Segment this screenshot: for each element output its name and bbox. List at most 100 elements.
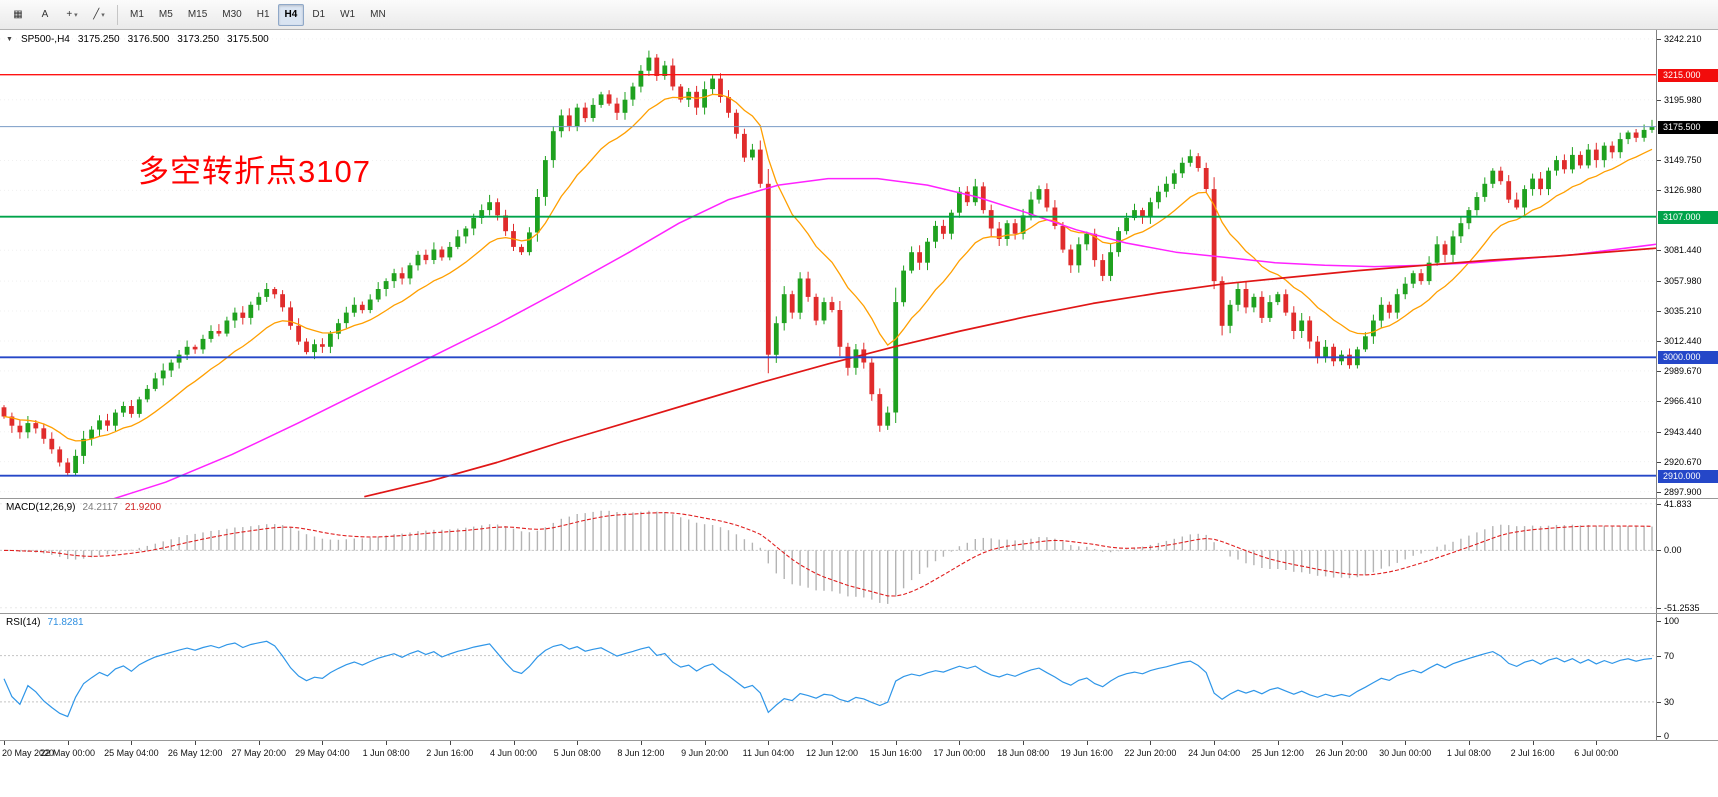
trendline-tool-icon[interactable]: ╱ ▾ — [93, 9, 105, 20]
time-label: 30 Jun 00:00 — [1379, 748, 1432, 758]
scale-tick — [1657, 39, 1661, 40]
chart-window-icon[interactable]: ▦ — [13, 9, 23, 20]
time-tick — [768, 741, 770, 745]
time-label: 22 May 00:00 — [40, 748, 95, 758]
time-label: 1 Jun 08:00 — [362, 748, 410, 758]
price-badge-3000.000: 3000.000 — [1658, 351, 1718, 364]
toolbar-separator — [117, 4, 118, 25]
timeframe-button-m1[interactable]: M1 — [130, 9, 144, 20]
scale-label: 2897.900 — [1664, 487, 1702, 497]
ma-fast-line — [3, 93, 1653, 442]
dropdown-caret-icon: ▾ — [74, 11, 78, 19]
toolbar: ▦ A + ▾ ╱ ▾ M1 M5 M15 M30 H1 H4 D1 W1 MN — [0, 0, 1718, 30]
scale-tick — [1657, 432, 1661, 433]
time-label: 29 May 04:00 — [295, 748, 350, 758]
timeframe-button-h4[interactable]: H4 — [277, 3, 305, 26]
toolbar-icons: ▦ A + ▾ ╱ ▾ — [5, 4, 112, 26]
ohlc-low: 3173.250 — [177, 34, 220, 45]
timeframe-button-m5[interactable]: M5 — [158, 9, 173, 20]
time-tick — [895, 741, 897, 745]
time-tick — [513, 741, 515, 745]
scale-tick — [1657, 401, 1661, 402]
time-label: 8 Jun 12:00 — [617, 748, 665, 758]
time-label: 24 Jun 04:00 — [1188, 748, 1241, 758]
chart-marker-icon: ▼ — [6, 36, 13, 43]
time-tick — [577, 741, 579, 745]
scale-label: 3035.210 — [1664, 306, 1702, 316]
time-tick — [1468, 741, 1470, 745]
time-label: 19 Jun 16:00 — [1060, 748, 1113, 758]
time-tick — [449, 741, 451, 745]
timeframe-button-m15[interactable]: M15 — [187, 9, 208, 20]
scale-tick — [1657, 621, 1661, 622]
time-tick — [1023, 741, 1025, 745]
candles — [1, 50, 1655, 477]
time-label: 12 Jun 12:00 — [805, 748, 859, 758]
timeframe-button-h1[interactable]: H1 — [256, 9, 270, 20]
timeframe-button-m30[interactable]: M30 — [222, 9, 242, 20]
scale-label: 3195.980 — [1664, 95, 1702, 105]
rsi-line — [3, 640, 1653, 718]
macd-signal-line — [3, 512, 1653, 597]
timeframe-button-mn[interactable]: MN — [370, 9, 386, 20]
time-tick — [704, 741, 706, 745]
time-label: 9 Jun 20:00 — [681, 748, 729, 758]
ma-mid-line — [113, 177, 1656, 498]
rsi-scale[interactable]: 100 70 30 0 — [1656, 614, 1718, 740]
time-tick — [195, 741, 197, 745]
time-scale[interactable]: 20 May 2020 22 May 00:00 25 May 04:00 26 Ma… — [0, 741, 1718, 771]
macd-scale[interactable]: 41.833 0.00 -51.2535 — [1656, 499, 1718, 613]
price-badge-3215.000: 3215.000 — [1658, 69, 1718, 82]
price-chart-canvas[interactable] — [0, 30, 1656, 498]
time-tick — [1405, 741, 1407, 745]
time-label: 22 Jun 20:00 — [1124, 748, 1177, 758]
scale-tick — [1657, 492, 1661, 493]
time-label: 2 Jul 16:00 — [1510, 748, 1555, 758]
time-label: 5 Jun 08:00 — [553, 748, 601, 758]
time-label: 25 May 04:00 — [104, 748, 159, 758]
scale-label: 3057.980 — [1664, 276, 1702, 286]
ohlc-high: 3176.500 — [127, 34, 170, 45]
time-tick — [1150, 741, 1152, 745]
scale-label: 2943.440 — [1664, 427, 1702, 437]
rsi-panel: RSI(14) 71.8281 100 70 30 0 — [0, 614, 1718, 741]
price-scale[interactable]: 3242.210 3195.980 3149.750 3126.980 3081.440… — [1656, 30, 1718, 498]
scale-tick — [1657, 281, 1661, 282]
scale-label: 70 — [1664, 651, 1675, 661]
scale-label: 2989.670 — [1664, 366, 1702, 376]
scale-tick — [1657, 608, 1661, 609]
macd-canvas[interactable] — [0, 499, 1656, 613]
scale-label: 100 — [1664, 616, 1680, 626]
scale-tick — [1657, 100, 1661, 101]
symbol-ohlc-header: ▼ SP500-,H4 3175.250 3176.500 3173.250 3… — [6, 34, 269, 45]
ohlc-close: 3175.500 — [227, 34, 269, 45]
cursor-tool-icon[interactable]: + ▾ — [66, 9, 78, 20]
macd-main-value: 24.2117 — [82, 502, 118, 513]
scale-label: 0 — [1664, 731, 1670, 741]
rsi-label: RSI(14) — [6, 617, 41, 628]
scale-label: 0.00 — [1664, 545, 1682, 555]
time-label: 2 Jun 16:00 — [426, 748, 474, 758]
time-tick — [959, 741, 961, 745]
rsi-header: RSI(14) 71.8281 — [6, 617, 84, 628]
scale-label: 3126.980 — [1664, 185, 1702, 195]
time-tick — [1596, 741, 1598, 745]
rsi-canvas[interactable] — [0, 614, 1656, 740]
scale-label: 41.833 — [1664, 499, 1692, 509]
time-label: 17 Jun 00:00 — [933, 748, 986, 758]
time-label: 4 Jun 00:00 — [489, 748, 538, 758]
time-label: 18 Jun 08:00 — [997, 748, 1050, 758]
text-tool-icon[interactable]: A — [41, 9, 49, 20]
scale-tick — [1657, 550, 1661, 551]
scale-tick — [1657, 341, 1661, 342]
timeframe-button-d1[interactable]: D1 — [312, 9, 326, 20]
time-tick — [1086, 741, 1088, 745]
time-label: 1 Jul 08:00 — [1446, 748, 1491, 758]
macd-header: MACD(12,26,9) 24.2117 21.9200 — [6, 502, 161, 513]
scale-tick — [1657, 504, 1661, 505]
scale-tick — [1657, 250, 1661, 251]
timeframe-button-w1[interactable]: W1 — [340, 9, 356, 20]
time-label: 11 Jun 04:00 — [742, 748, 794, 758]
dropdown-caret-icon: ▾ — [101, 11, 105, 19]
time-tick — [258, 741, 260, 745]
